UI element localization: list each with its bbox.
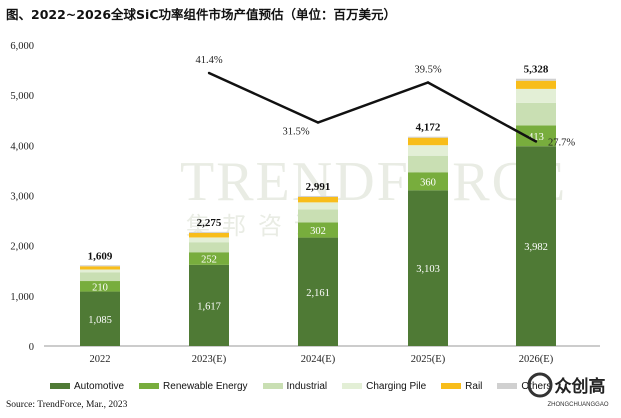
bar-value-label: 302	[310, 226, 326, 237]
bar-segment-industrial	[408, 156, 448, 173]
bar-segment-charging-pile	[408, 145, 448, 156]
bar-segment-others	[189, 232, 229, 233]
legend-item-rail: Rail	[441, 381, 482, 392]
legend-swatch	[497, 383, 517, 389]
growth-rate-label: 39.5%	[414, 65, 441, 76]
bar-segment-industrial	[298, 209, 338, 222]
legend-label: Renewable Energy	[163, 381, 248, 392]
legend-swatch	[50, 383, 70, 389]
x-category-label: 2025(E)	[411, 354, 446, 365]
bar-value-label: 210	[92, 282, 108, 293]
bar-total-label: 4,172	[416, 122, 441, 134]
bar-value-label: 3,103	[416, 264, 440, 275]
legend-swatch	[139, 383, 159, 389]
x-category-label: 2022	[90, 354, 111, 365]
bar-value-label: 1,617	[197, 301, 221, 312]
growth-rate-line	[209, 73, 536, 142]
bar-segment-industrial	[516, 103, 556, 126]
growth-point	[317, 121, 319, 123]
y-tick-label: 6,000	[10, 41, 34, 52]
bar-total-label: 2,275	[197, 217, 222, 229]
zhongchuanggao-logo: 众创高 ZHONGCHUANGGAO	[526, 368, 618, 414]
bar-value-label: 252	[201, 255, 217, 266]
bar-value-label: 1,085	[88, 315, 112, 326]
bar-value-label: 360	[420, 177, 436, 188]
growth-rate-label: 31.5%	[282, 127, 309, 138]
bar-value-label: 2,161	[306, 288, 330, 299]
chart-legend: Automotive Renewable Energy Industrial Char…	[50, 378, 566, 394]
bar-segment-charging-pile	[298, 202, 338, 209]
y-tick-label: 2,000	[10, 242, 34, 253]
logo-ring-icon	[529, 374, 551, 396]
growth-rate-label: 27.7%	[548, 138, 575, 149]
legend-swatch	[263, 383, 283, 389]
bar-total-label: 5,328	[524, 64, 549, 76]
legend-item-automotive: Automotive	[50, 381, 124, 392]
bar-segment-industrial	[80, 273, 120, 282]
sic-market-chart: 0 1,000 2,000 3,000 4,000 5,000 6,000 1,085 210 1…	[0, 0, 621, 418]
bar-segment-others	[408, 137, 448, 138]
legend-swatch	[342, 383, 362, 389]
bar-segment-rail	[80, 266, 120, 269]
bar-segment-charging-pile	[516, 89, 556, 103]
growth-point	[208, 72, 210, 74]
bar-segment-rail	[189, 233, 229, 238]
logo-text: 众创高	[555, 376, 606, 397]
chart-source: Source: TrendForce, Mar., 2023	[6, 400, 127, 410]
legend-label: Rail	[465, 381, 482, 392]
bar-total-label: 2,991	[306, 181, 331, 193]
bar-segment-others	[298, 196, 338, 197]
bar-segment-charging-pile	[80, 269, 120, 272]
x-category-label: 2026(E)	[519, 354, 554, 365]
x-category-label: 2024(E)	[301, 354, 336, 365]
growth-point	[427, 81, 429, 83]
bar-segment-rail	[298, 197, 338, 202]
bar-segment-rail	[516, 81, 556, 89]
legend-item-industrial: Industrial	[263, 381, 328, 392]
x-category-label: 2023(E)	[192, 354, 227, 365]
bar-value-label: 3,982	[524, 242, 548, 253]
legend-swatch	[441, 383, 461, 389]
legend-item-charging-pile: Charging Pile	[342, 381, 426, 392]
bar-total-label: 1,609	[88, 250, 113, 262]
legend-label: Automotive	[74, 381, 124, 392]
y-tick-label: 4,000	[10, 141, 34, 152]
growth-point	[535, 140, 537, 142]
legend-label: Charging Pile	[366, 381, 426, 392]
growth-rate-label: 41.4%	[195, 55, 222, 66]
bar-segment-rail	[408, 138, 448, 145]
y-tick-label: 1,000	[10, 292, 34, 303]
logo-subtext: ZHONGCHUANGGAO	[547, 402, 608, 408]
bar-segment-charging-pile	[189, 237, 229, 242]
y-tick-label: 0	[29, 342, 34, 353]
bar-segment-others	[516, 79, 556, 81]
legend-label: Industrial	[287, 381, 328, 392]
y-tick-label: 3,000	[10, 192, 34, 203]
bar-segment-industrial	[189, 242, 229, 252]
y-tick-label: 5,000	[10, 91, 34, 102]
bar-segment-others	[80, 265, 120, 266]
legend-item-renewable-energy: Renewable Energy	[139, 381, 248, 392]
